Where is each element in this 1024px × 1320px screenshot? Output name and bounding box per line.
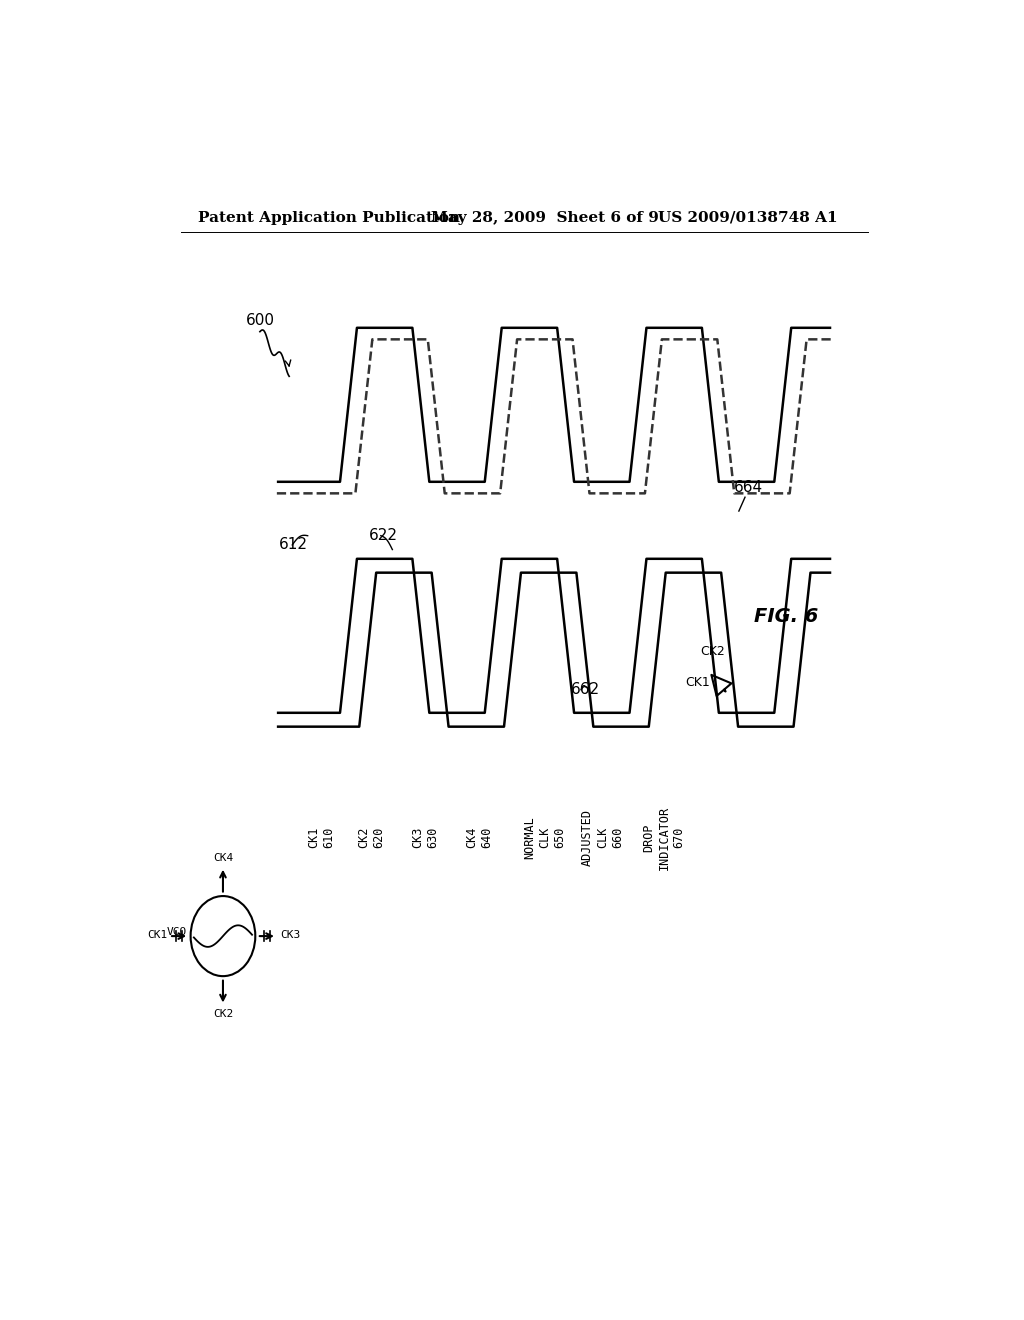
Text: CK2
620: CK2 620 xyxy=(357,826,386,849)
Text: 600: 600 xyxy=(246,313,275,327)
Text: VCO: VCO xyxy=(167,927,186,937)
Text: 662: 662 xyxy=(571,682,600,697)
Text: CK1
610: CK1 610 xyxy=(307,826,336,849)
Text: 622: 622 xyxy=(370,528,398,544)
Text: CK2: CK2 xyxy=(213,1010,233,1019)
FancyArrowPatch shape xyxy=(712,675,731,696)
Text: 612: 612 xyxy=(280,537,308,553)
Text: US 2009/0138748 A1: US 2009/0138748 A1 xyxy=(658,211,838,224)
Text: 664: 664 xyxy=(734,480,763,495)
Text: CK2: CK2 xyxy=(700,644,725,657)
Text: FIG. 6: FIG. 6 xyxy=(755,607,818,626)
Text: May 28, 2009  Sheet 6 of 9: May 28, 2009 Sheet 6 of 9 xyxy=(431,211,658,224)
Text: DROP
INDICATOR
670: DROP INDICATOR 670 xyxy=(643,805,686,870)
Text: CK1: CK1 xyxy=(685,676,710,689)
Text: CK1: CK1 xyxy=(147,929,168,940)
Text: CK3
630: CK3 630 xyxy=(412,826,439,849)
Text: CK3: CK3 xyxy=(280,929,300,940)
Text: ADJUSTED
CLK
660: ADJUSTED CLK 660 xyxy=(581,809,624,866)
Text: Patent Application Publication: Patent Application Publication xyxy=(199,211,461,224)
Text: CK4: CK4 xyxy=(213,853,233,863)
Text: CK4
640: CK4 640 xyxy=(466,826,494,849)
Text: NORMAL
CLK
650: NORMAL CLK 650 xyxy=(523,816,566,859)
